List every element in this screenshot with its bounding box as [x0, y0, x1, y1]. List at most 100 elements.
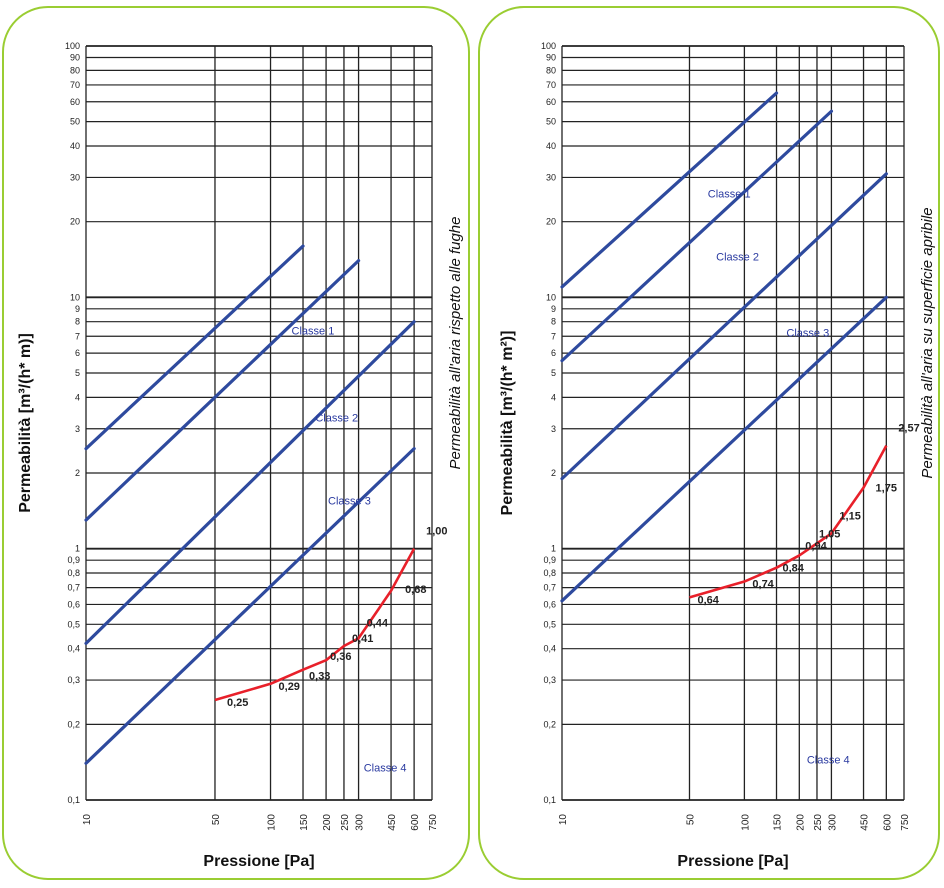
- left-chart-panel: [2, 6, 470, 880]
- y-tick-label: 8: [75, 317, 80, 327]
- y-tick-label: 80: [70, 65, 80, 75]
- data-label: 1,00: [426, 526, 447, 538]
- y-tick-label: 70: [546, 80, 556, 90]
- y-tick-label: 0,4: [543, 644, 556, 654]
- y-tick-label: 0,9: [67, 555, 80, 565]
- y-tick-label: 0,5: [543, 619, 556, 629]
- class-label: Classe 4: [807, 754, 850, 766]
- y-axis-label: Permeabilità [m³/(h* m)]: [17, 333, 34, 513]
- x-tick-label: 600: [882, 814, 893, 831]
- data-label: 0,36: [330, 651, 351, 663]
- y-tick-label: 3: [551, 424, 556, 434]
- product-series-line: [689, 445, 888, 599]
- x-tick-label: 750: [428, 814, 439, 831]
- y-tick-label: 2: [75, 468, 80, 478]
- data-label: 0,44: [367, 617, 389, 629]
- product-series-line: [214, 548, 416, 702]
- y-tick-label: 9: [551, 304, 556, 314]
- y-tick-label: 10: [546, 292, 556, 302]
- y-tick-label: 5: [551, 368, 556, 378]
- y-tick-label: 10: [70, 292, 80, 302]
- x-tick-label: 750: [900, 814, 911, 831]
- x-tick-label: 200: [322, 814, 333, 831]
- y-tick-label: 20: [70, 217, 80, 227]
- class-label: Classe 3: [786, 327, 829, 339]
- y-tick-label: 0,1: [67, 795, 80, 805]
- y-tick-label: 8: [551, 317, 556, 327]
- class-label: Classe 3: [328, 495, 371, 507]
- y-tick-label: 0,8: [543, 568, 556, 578]
- y-tick-label: 7: [75, 331, 80, 341]
- y-tick-label: 80: [546, 65, 556, 75]
- class-line-classe-4: [560, 295, 888, 603]
- y-tick-label: 90: [70, 53, 80, 63]
- class-label: Classe 2: [315, 413, 358, 425]
- y-tick-label: 4: [75, 392, 80, 402]
- data-label: 0,41: [352, 633, 373, 645]
- class-line-classe-2: [84, 259, 361, 522]
- y-tick-label: 0,8: [67, 568, 80, 578]
- data-label: 0,68: [405, 584, 426, 596]
- y-tick-label: 0,7: [543, 583, 556, 593]
- x-tick-label: 600: [410, 814, 421, 831]
- y-tick-label: 40: [70, 141, 80, 151]
- y-tick-label: 7: [551, 331, 556, 341]
- x-tick-label: 250: [340, 814, 351, 831]
- y-tick-label: 20: [546, 217, 556, 227]
- class-line-classe-2: [560, 109, 834, 363]
- class-label: Classe 4: [364, 762, 407, 774]
- y-tick-label: 0,4: [67, 644, 80, 654]
- y-tick-label: 0,6: [543, 599, 556, 609]
- y-tick-label: 0,3: [543, 675, 556, 685]
- y-tick-label: 0,5: [67, 619, 80, 629]
- y-tick-label: 6: [551, 348, 556, 358]
- data-label: 0,29: [279, 681, 300, 693]
- class-label: Classe 2: [716, 252, 759, 264]
- data-label: 0,25: [227, 697, 248, 709]
- y-tick-label: 6: [75, 348, 80, 358]
- side-label: Permeabilità all'aria rispetto alle fugh…: [447, 216, 464, 469]
- x-tick-label: 300: [355, 814, 366, 831]
- y-tick-label: 1: [551, 544, 556, 554]
- x-tick-label: 300: [827, 814, 838, 831]
- class-line-classe-1: [560, 91, 779, 289]
- data-label: 0,33: [309, 671, 330, 683]
- y-tick-label: 1: [75, 544, 80, 554]
- y-axis-label: Permeabilità [m³/(h* m²)]: [499, 331, 516, 516]
- data-label: 1,15: [839, 510, 860, 522]
- side-label: Permeabilità all'aria su superficie apri…: [919, 207, 936, 478]
- data-label: 2,57: [898, 423, 919, 435]
- y-tick-label: 9: [75, 304, 80, 314]
- x-tick-label: 100: [267, 814, 278, 831]
- class-line-classe-1: [84, 244, 305, 451]
- data-label: 0,74: [752, 579, 774, 591]
- x-axis-label: Pressione [Pa]: [677, 853, 788, 870]
- data-label: 1,05: [819, 528, 840, 540]
- y-tick-label: 2: [551, 468, 556, 478]
- x-tick-label: 150: [773, 814, 784, 831]
- y-tick-label: 70: [70, 80, 80, 90]
- y-tick-label: 30: [70, 172, 80, 182]
- y-tick-label: 0,2: [543, 719, 556, 729]
- x-tick-label: 100: [740, 814, 751, 831]
- x-tick-label: 50: [211, 814, 222, 826]
- x-tick-label: 250: [813, 814, 824, 831]
- y-tick-label: 0,1: [543, 795, 556, 805]
- x-tick-label: 50: [685, 814, 696, 826]
- class-line-classe-3: [560, 172, 888, 481]
- y-tick-label: 90: [546, 53, 556, 63]
- y-tick-label: 0,2: [67, 719, 80, 729]
- y-tick-label: 100: [65, 41, 80, 51]
- y-tick-label: 50: [70, 117, 80, 127]
- x-axis-label: Pressione [Pa]: [203, 853, 314, 870]
- y-tick-label: 0,6: [67, 599, 80, 609]
- data-label: 1,75: [876, 483, 897, 495]
- class-label: Classe 1: [708, 188, 751, 200]
- x-tick-label: 450: [387, 814, 398, 831]
- y-tick-label: 40: [546, 141, 556, 151]
- y-tick-label: 0,3: [67, 675, 80, 685]
- x-tick-label: 150: [299, 814, 310, 831]
- y-tick-label: 30: [546, 172, 556, 182]
- y-tick-label: 100: [541, 41, 556, 51]
